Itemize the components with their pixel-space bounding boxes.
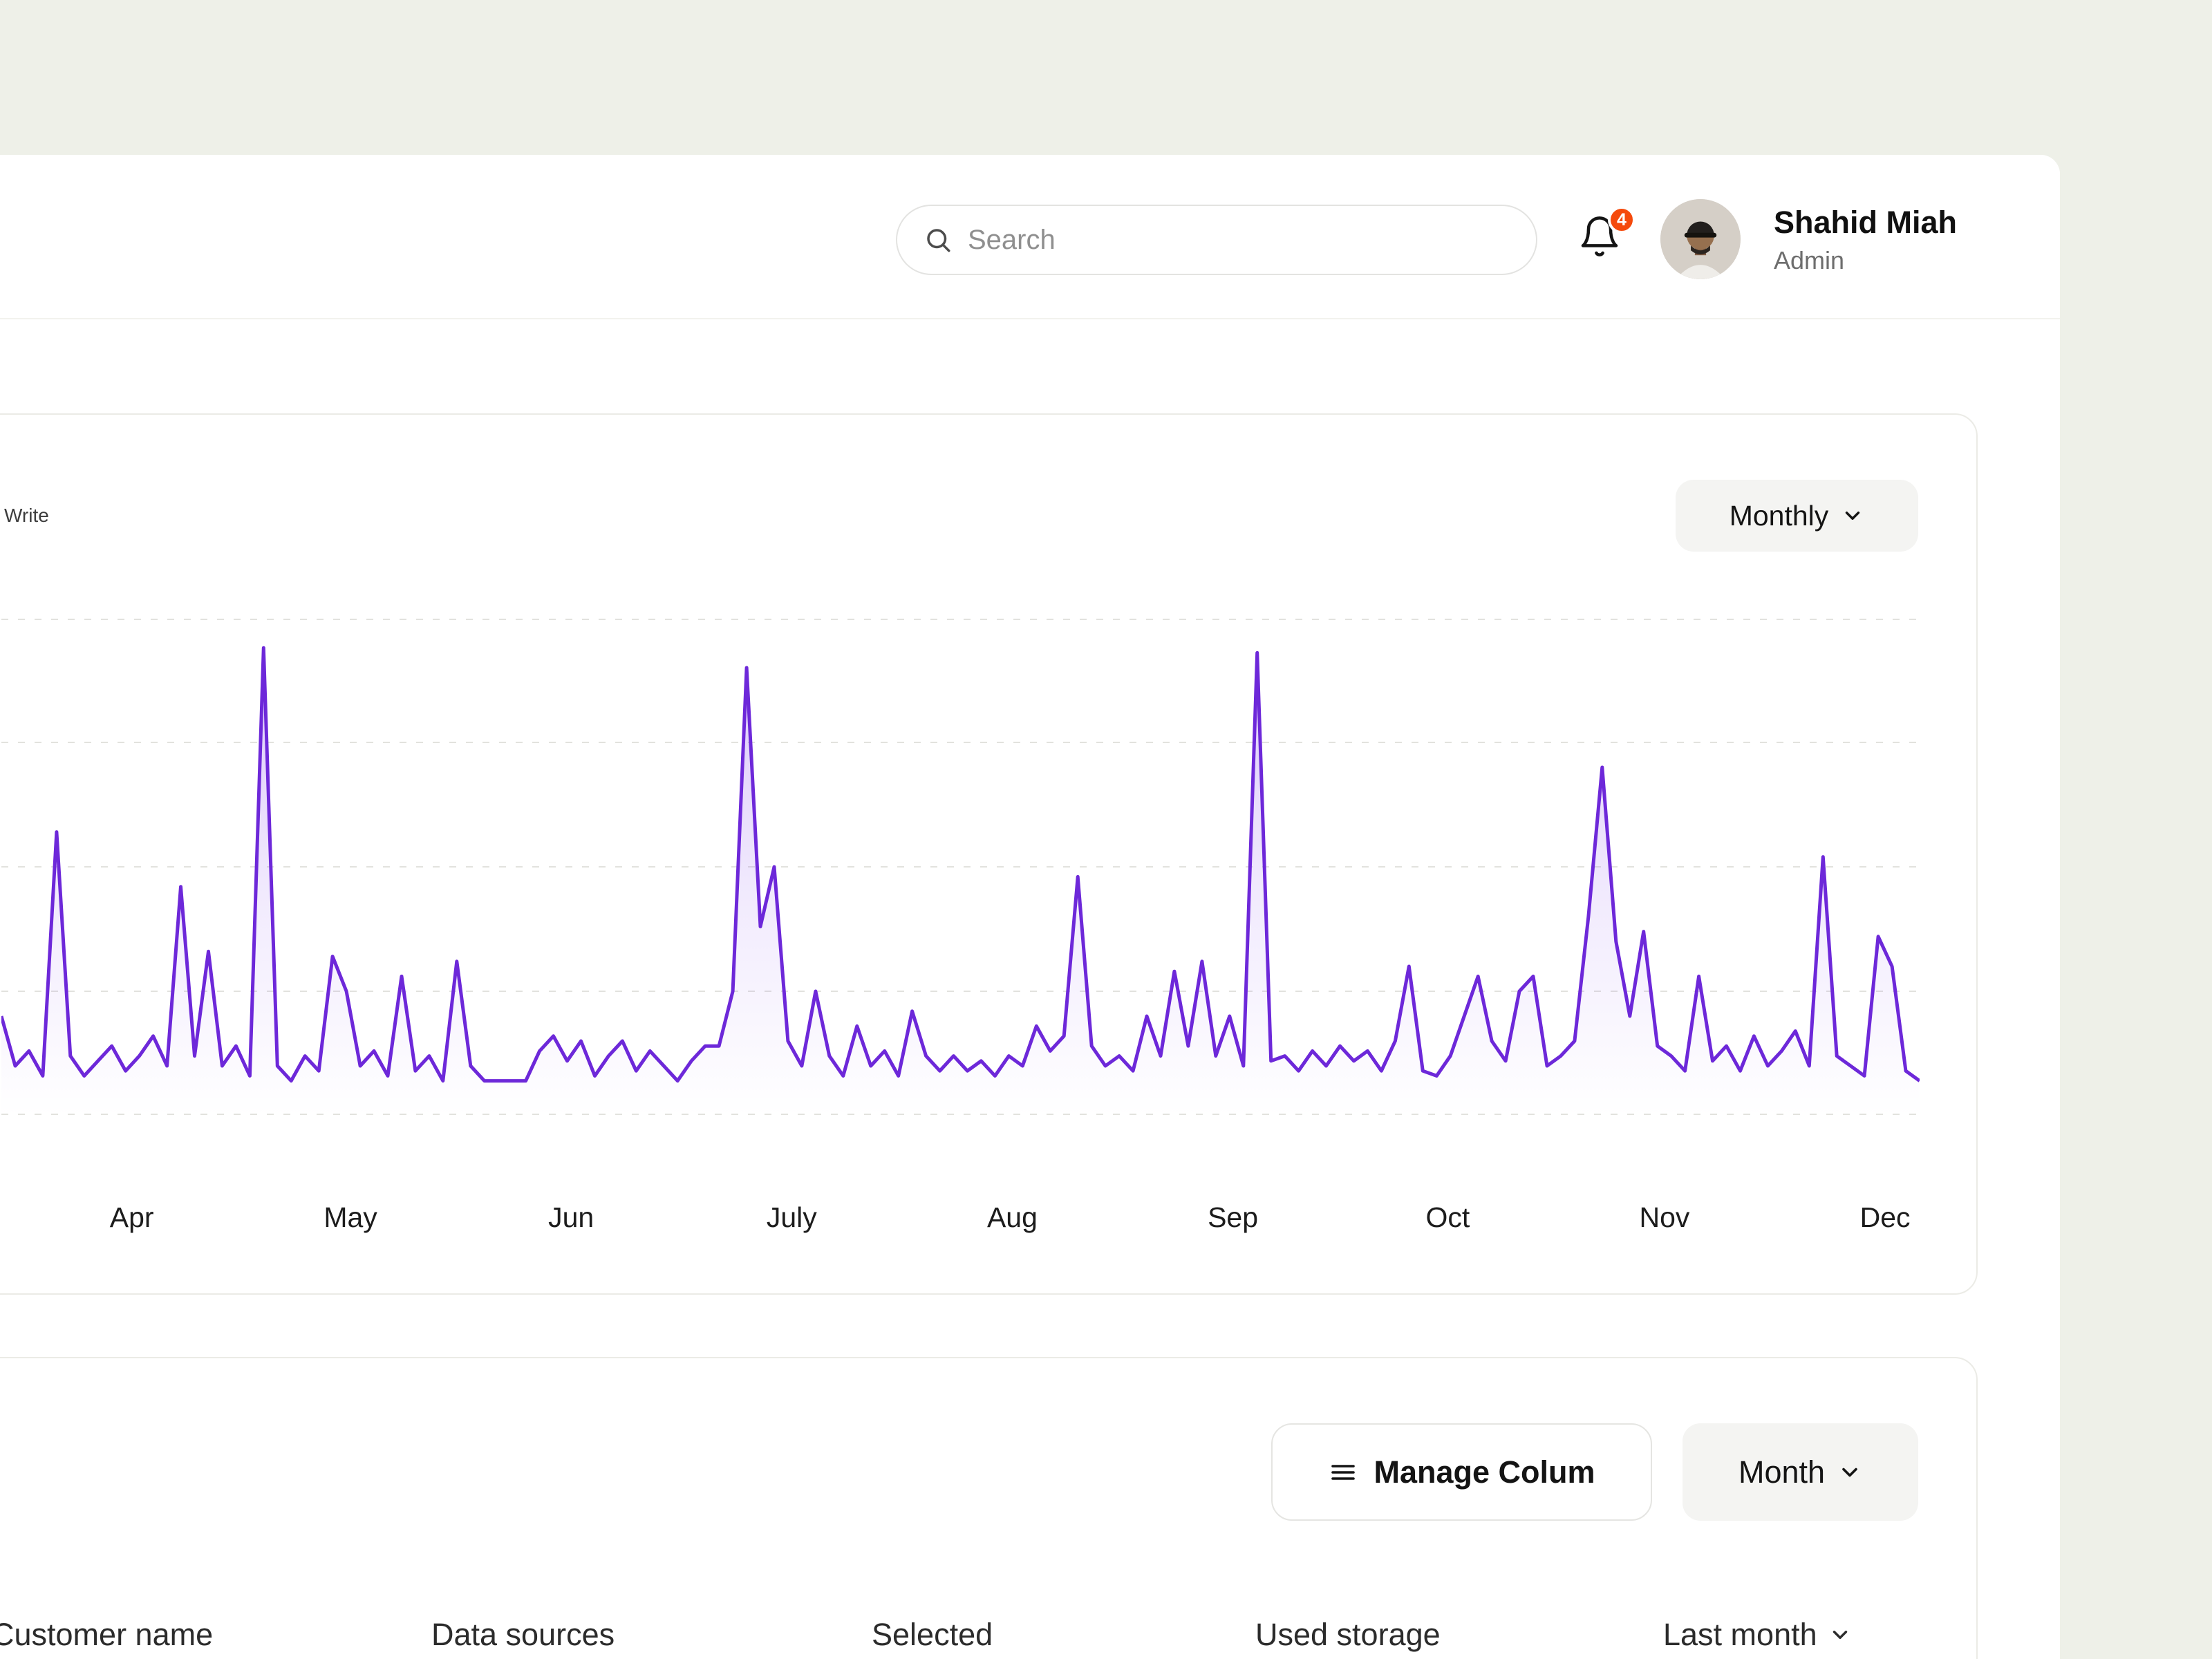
avatar-image xyxy=(1660,199,1741,279)
search-box xyxy=(896,205,1537,275)
x-axis-label: July xyxy=(766,1201,817,1233)
notifications-button[interactable]: 4 xyxy=(1577,206,1635,267)
manage-columns-button[interactable]: Manage Colum xyxy=(1271,1423,1652,1521)
manage-columns-label: Manage Colum xyxy=(1374,1454,1595,1490)
x-axis-label: Sep xyxy=(1208,1201,1259,1233)
chart-period-dropdown[interactable]: Monthly xyxy=(1676,480,1918,552)
chart-period-label: Monthly xyxy=(1729,499,1829,532)
x-axis-label: Dec xyxy=(1859,1201,1911,1233)
write-chart-card: Write Monthly xyxy=(0,413,1978,1295)
user-name: Shahid Miah xyxy=(1774,205,1958,240)
last-month-label: Last month xyxy=(1663,1617,1817,1652)
column-header-last-month[interactable]: Last month xyxy=(1663,1617,1852,1653)
x-axis-label: Apr xyxy=(109,1201,154,1233)
user-menu[interactable]: Shahid Miah Admin xyxy=(1774,205,1957,275)
bell-icon xyxy=(1581,216,1618,256)
chevron-down-icon xyxy=(1833,1631,1847,1639)
x-axis-label: Jun xyxy=(548,1201,594,1233)
user-role: Admin xyxy=(1774,245,1845,274)
app-panel: 4 Shahid Miah xyxy=(0,155,2060,1659)
x-axis-label: Aug xyxy=(986,1201,1038,1233)
top-header: 4 Shahid Miah xyxy=(0,155,2060,319)
x-axis-label: Nov xyxy=(1639,1201,1690,1233)
column-header-used-storage: Used storage xyxy=(1255,1617,1441,1652)
user-avatar[interactable] xyxy=(1660,199,1741,279)
customers-table-card: Manage Colum Month Customer name Data so… xyxy=(0,1357,1978,1659)
table-period-label: Month xyxy=(1738,1454,1826,1490)
x-axis-labels: Apr May Jun July Aug Sep Oct Nov Dec xyxy=(1,1201,1920,1243)
notification-badge: 4 xyxy=(1608,206,1635,234)
menu-icon xyxy=(1331,1464,1356,1480)
column-header-selected: Selected xyxy=(872,1617,993,1652)
legend-write-label: Write xyxy=(4,505,49,526)
x-axis-label: May xyxy=(324,1201,377,1233)
column-header-data-sources: Data sources xyxy=(431,1617,615,1652)
write-chart xyxy=(0,618,1921,1116)
table-period-dropdown[interactable]: Month xyxy=(1683,1423,1918,1521)
chevron-down-icon xyxy=(1846,512,1860,520)
chevron-down-icon xyxy=(1842,1468,1857,1477)
search-icon xyxy=(927,229,950,252)
x-axis-label: Oct xyxy=(1425,1201,1470,1233)
search-input[interactable] xyxy=(966,223,1510,256)
column-header-customer-name: Customer name xyxy=(0,1617,214,1652)
